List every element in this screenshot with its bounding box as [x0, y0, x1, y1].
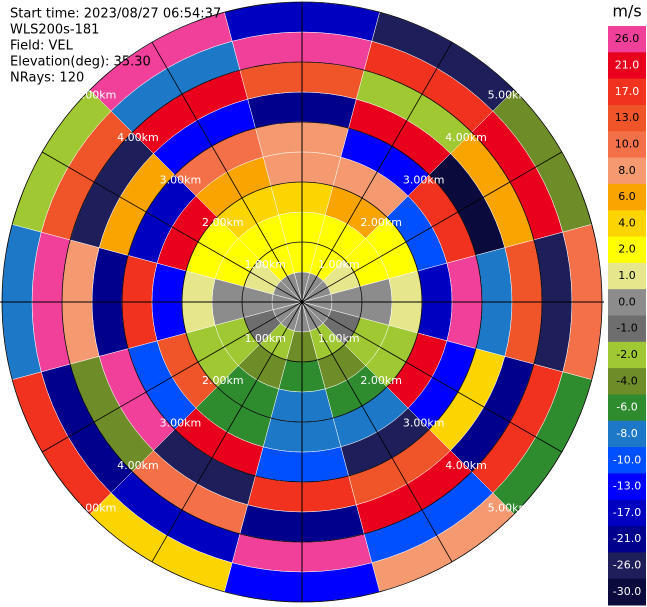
colorbar-tick-label: -30.0 — [613, 585, 641, 598]
grid — [0, 1, 604, 603]
colorbar-tick-label: 6.0 — [618, 190, 636, 203]
colorbar-tick-label: 13.0 — [615, 111, 640, 124]
colorbar-title: m/s — [612, 2, 641, 21]
ring-label: 4.00km — [117, 459, 159, 472]
ring-label: 1.00km — [318, 332, 360, 345]
colorbar-tick-label: -8.0 — [616, 427, 637, 440]
colorbar-band — [608, 104, 646, 132]
colorbar-tick-label: -26.0 — [613, 559, 641, 572]
ring-label: 5.00km — [75, 501, 117, 514]
header-line: NRays: 120 — [10, 71, 84, 86]
colorbar-band — [608, 578, 646, 606]
ring-label: 5.00km — [488, 501, 530, 514]
colorbar-tick-label: -21.0 — [613, 532, 641, 545]
ring-label: 2.00km — [360, 216, 402, 229]
header-line: Start time: 2023/08/27 06:54:37 — [10, 7, 221, 22]
colorbar-tick-label: 10.0 — [615, 137, 640, 150]
range-ring — [61, 61, 543, 543]
colorbar-band — [608, 236, 646, 264]
ring-label: 2.00km — [360, 374, 402, 387]
colorbar-tick-label: -6.0 — [616, 401, 637, 414]
colorbar: 26.0 21.0 17.0 13.0 10.0 8.0 6.0 4.0 2.0 1.0 0.0 -1… — [608, 26, 646, 606]
ring-label: 4.00km — [445, 131, 487, 144]
ring-label: 5.00km — [488, 89, 530, 102]
ring-label: 3.00km — [160, 173, 202, 186]
colorbar-tick-label: 1.0 — [618, 269, 636, 282]
field — [1, 1, 603, 603]
colorbar-band — [608, 552, 646, 580]
ring-label: 4.00km — [445, 459, 487, 472]
colorbar-tick-label: -4.0 — [616, 374, 637, 387]
colorbar-tick-label: -2.0 — [616, 348, 637, 361]
colorbar-tick-label: -10.0 — [613, 453, 641, 466]
ring-label: 4.00km — [117, 131, 159, 144]
colorbar-band — [608, 289, 646, 316]
colorbar-tick-label: 8.0 — [618, 164, 636, 177]
colorbar-tick-label: -17.0 — [613, 506, 641, 519]
colorbar-tick-label: 17.0 — [615, 85, 640, 98]
ring-label: 3.00km — [160, 417, 202, 430]
colorbar-band — [608, 341, 646, 369]
header-line: WLS200s-181 — [10, 23, 99, 38]
range-ring — [121, 121, 483, 483]
colorbar-band — [608, 131, 646, 159]
range-ring — [1, 1, 603, 603]
ring-label: 1.00km — [318, 258, 360, 271]
colorbar-band — [608, 499, 646, 527]
colorbar-band — [608, 262, 646, 290]
colorbar-band — [608, 183, 646, 211]
range-ring — [181, 181, 423, 423]
colorbar-tick-label: 2.0 — [618, 243, 636, 256]
colorbar-band — [608, 210, 646, 238]
ring-label: 2.00km — [202, 374, 244, 387]
colorbar-band — [608, 473, 646, 501]
header-line: Elevation(deg): 35.30 — [10, 55, 151, 70]
colorbar-band — [608, 420, 646, 448]
colorbar-band — [608, 526, 646, 553]
colorbar-band — [608, 315, 646, 343]
colorbar-band — [608, 157, 646, 185]
colorbar-band — [608, 394, 646, 422]
ring-label: 2.00km — [202, 216, 244, 229]
colorbar-band — [608, 26, 646, 53]
range-ring — [241, 241, 363, 363]
ring-label: 1.00km — [244, 332, 286, 345]
ring-label: 1.00km — [244, 258, 286, 271]
colorbar-tick-label: -13.0 — [613, 480, 641, 493]
colorbar-band — [608, 52, 646, 80]
ring-label: 5.00km — [75, 89, 117, 102]
colorbar-tick-label: 21.0 — [615, 58, 640, 71]
ring-label: 3.00km — [403, 417, 445, 430]
colorbar-tick-label: 4.0 — [618, 216, 636, 229]
ring-label: 3.00km — [403, 173, 445, 186]
spoke — [151, 41, 453, 563]
colorbar-band — [608, 447, 646, 474]
header-line: Field: VEL — [10, 39, 74, 54]
colorbar-tick-label: 26.0 — [615, 32, 640, 45]
colorbar-band — [608, 78, 646, 106]
labels: 1.00km 1.00km 1.00km 1.00km 2.00km 2.00km 2.00… — [75, 89, 530, 515]
colorbar-band — [608, 368, 646, 395]
colorbar-tick-label: 0.0 — [618, 295, 636, 308]
colorbar-tick-label: -1.0 — [616, 322, 637, 335]
